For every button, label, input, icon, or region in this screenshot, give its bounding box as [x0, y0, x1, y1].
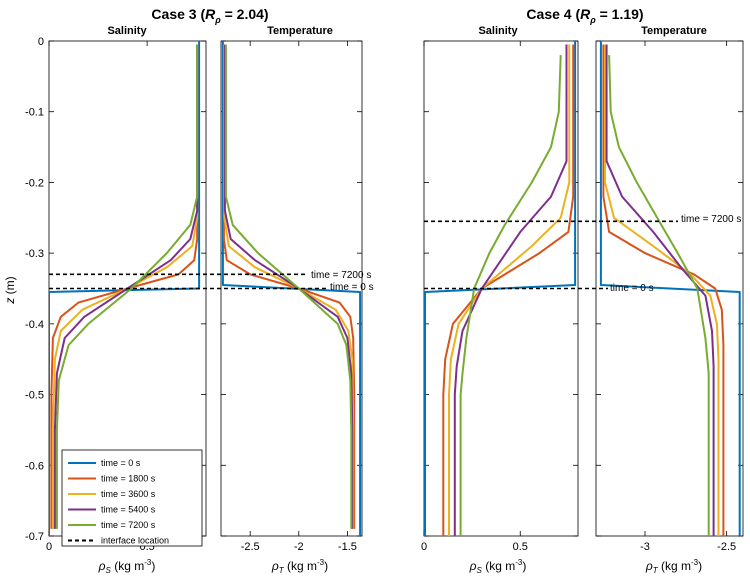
legend-label: time = 0 s [101, 458, 141, 468]
legend-label: interface location [101, 536, 169, 546]
series-line-1800s [602, 44, 725, 536]
y-tick-label: 0 [38, 36, 44, 48]
y-tick-label: -0.2 [25, 177, 44, 189]
case-4-title: Case 4 (Rρ = 1.19) [526, 6, 643, 25]
legend-box [61, 449, 203, 547]
panel-1: 0 0.50-0.1-0.2-0.3-0.4-0.5-0.6-0.7 [25, 36, 207, 553]
series-line-0s [599, 41, 741, 536]
legend-label: time = 5400 s [101, 505, 156, 515]
x-tick-label: -3 [640, 541, 650, 553]
panels: 0 0.50-0.1-0.2-0.3-0.4-0.5-0.6-0.7-2.5 -2-… [25, 36, 744, 553]
series-line-0s [424, 41, 577, 536]
series-line-3600s [223, 44, 355, 529]
series-line-3600s [51, 44, 199, 529]
y-tick-label: -0.6 [25, 460, 44, 472]
interface-label-case3-7200: time = 7200 s [311, 270, 371, 281]
series-line-7200s [55, 44, 199, 529]
x-axis-label-temperature-case4: ρT (kg m-3) [645, 558, 702, 575]
series-line-7200s [224, 44, 353, 529]
series-line-1800s [50, 44, 199, 529]
panel-1-title: Salinity [107, 25, 147, 37]
interface-label-case4-0: time = 0 s [610, 283, 654, 294]
y-tick-label: -0.1 [25, 107, 44, 119]
series-line-5400s [223, 44, 354, 529]
y-tick-label: -0.3 [25, 248, 44, 260]
series-line-7200s [608, 55, 710, 536]
x-tick-label: -1.5 [338, 541, 357, 553]
panel-2: -2.5 -2 -1.5 [220, 40, 363, 553]
x-tick-label: 0 [421, 541, 427, 553]
interface-label-case3-0: time = 0 s [330, 282, 374, 293]
y-axis-label: z (m) [3, 276, 17, 304]
y-tick-label: -0.4 [25, 319, 44, 331]
y-tick-label: -0.7 [25, 531, 44, 543]
panel-2-series [221, 41, 362, 536]
x-axis-label-salinity-case3: ρS (kg m-3) [98, 558, 156, 575]
x-tick-label: 0 [46, 541, 52, 553]
panel-3-title: Salinity [478, 25, 518, 37]
panel-1-series [49, 41, 201, 536]
x-tick-label: -2 [294, 541, 304, 553]
panel-4: -3 -2.5 [595, 40, 744, 553]
x-tick-label: -2.5 [717, 541, 736, 553]
case-3-title: Case 3 (Rρ = 2.04) [151, 6, 268, 25]
y-tick-label: -0.5 [25, 390, 44, 402]
series-line-3600s [604, 44, 720, 536]
legend-label: time = 1800 s [101, 474, 156, 484]
panel-4-title: Temperature [641, 25, 707, 37]
panel-3: 0 0.5 [421, 40, 579, 553]
x-axis-label-temperature-case3: ρT (kg m-3) [271, 558, 328, 575]
x-tick-label: 0.5 [513, 541, 528, 553]
panel-2-title: Temperature [267, 25, 333, 37]
panel-4-series [599, 41, 741, 536]
interface-label-case4-7200: time = 7200 s [681, 214, 741, 225]
series-line-7200s [459, 55, 562, 536]
series-line-1800s [222, 44, 356, 529]
legend-label: time = 3600 s [101, 489, 156, 499]
legend-label: time = 7200 s [101, 520, 156, 530]
x-axis-label-salinity-case4: ρS (kg m-3) [469, 558, 527, 575]
series-line-5400s [53, 44, 199, 529]
x-tick-label: -2.5 [241, 541, 260, 553]
legend: time = 0 s time = 1800 s time = 3600 s time… [61, 449, 203, 547]
